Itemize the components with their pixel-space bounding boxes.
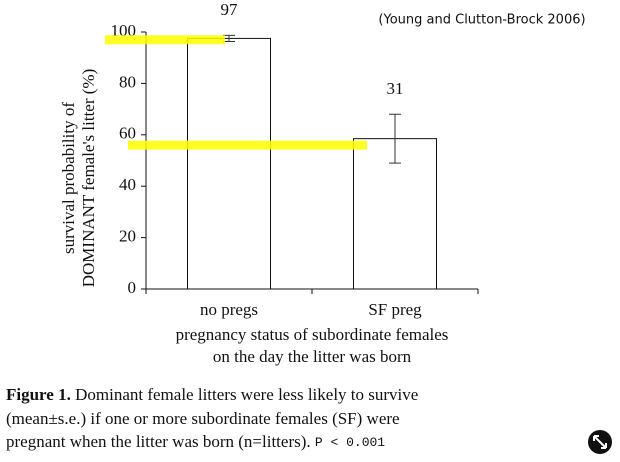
y-axis-label: survival probability of <box>59 102 78 254</box>
caption-line: (mean±s.e.) if one or more subordinate f… <box>6 409 400 428</box>
caption-line: Figure 1. Dominant female litters were l… <box>6 385 418 404</box>
caption-line: pregnant when the litter was born (n=lit… <box>6 432 385 451</box>
y-tick-label: 100 <box>111 21 137 40</box>
y-tick-label: 20 <box>119 227 136 246</box>
source: (Young and Clutton-Brock 2006) <box>378 13 585 28</box>
expand-icon[interactable] <box>588 430 612 454</box>
y-axis-label: DOMINANT female's litter (%) <box>79 69 98 288</box>
y-tick-label: 60 <box>119 124 136 143</box>
y-tick-label: 0 <box>128 278 137 297</box>
x-tick-label: SF preg <box>368 300 422 319</box>
x-axis-label: on the day the litter was born <box>213 347 412 366</box>
caption-text: Dominant female litters were less likely… <box>75 385 418 404</box>
bar <box>187 37 271 290</box>
sample-size: 97 <box>221 0 239 19</box>
x-tick-label: no pregs <box>200 300 258 319</box>
caption-stat: P < 0.001 <box>315 435 385 450</box>
x-axis-label: pregnancy status of subordinate females <box>176 325 449 344</box>
caption-label: Figure 1. <box>6 385 71 404</box>
caption-text: pregnant when the litter was born (n=lit… <box>6 432 311 451</box>
bar <box>353 138 437 290</box>
y-tick-label: 80 <box>119 72 136 91</box>
sample-size: 31 <box>387 79 404 98</box>
y-tick-label: 40 <box>119 175 136 194</box>
